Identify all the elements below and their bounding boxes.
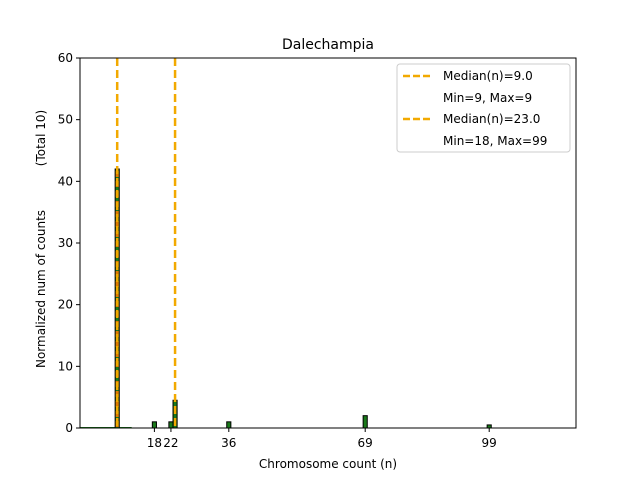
x-axis-label: Chromosome count (n)	[259, 457, 397, 471]
legend: Median(n)=9.0 Min=9, Max=9 Median(n)=23.…	[396, 63, 571, 153]
x-tick-label-18: 18	[147, 436, 162, 450]
x-axis: 18 22 36 69 99	[147, 428, 497, 450]
legend-median-1-label: Median(n)=9.0	[443, 69, 533, 83]
y-tick-label-10: 10	[58, 359, 73, 373]
x-tick-label-99: 99	[482, 436, 497, 450]
x-tick-label-22: 22	[163, 436, 178, 450]
legend-box	[396, 63, 571, 153]
y-tick-label-60: 60	[58, 51, 73, 65]
chart-title: Dalechampia	[282, 37, 374, 53]
legend-median-2-label: Median(n)=23.0	[443, 112, 540, 126]
x-tick-label-36: 36	[221, 436, 236, 450]
y-tick-label-30: 30	[58, 236, 73, 250]
x-tick-label-69: 69	[358, 436, 373, 450]
bar-18	[151, 421, 157, 429]
y-axis-label: Normalized num of counts	[34, 210, 48, 368]
y-tick-label-50: 50	[58, 113, 73, 127]
bars-layer	[80, 168, 492, 429]
bar-22	[168, 421, 174, 429]
y-axis: 0 10 20 30 40 50 60	[58, 51, 80, 435]
legend-median-2-range: Min=18, Max=99	[443, 134, 547, 148]
bar-69	[362, 415, 368, 429]
y-tick-label-40: 40	[58, 174, 73, 188]
y-axis-label-total: (Total 10)	[34, 110, 48, 166]
legend-median-1-range: Min=9, Max=9	[443, 91, 532, 105]
y-tick-label-0: 0	[65, 421, 73, 435]
y-tick-label-20: 20	[58, 298, 73, 312]
bar-36	[226, 421, 232, 429]
median-lines	[115, 58, 177, 428]
